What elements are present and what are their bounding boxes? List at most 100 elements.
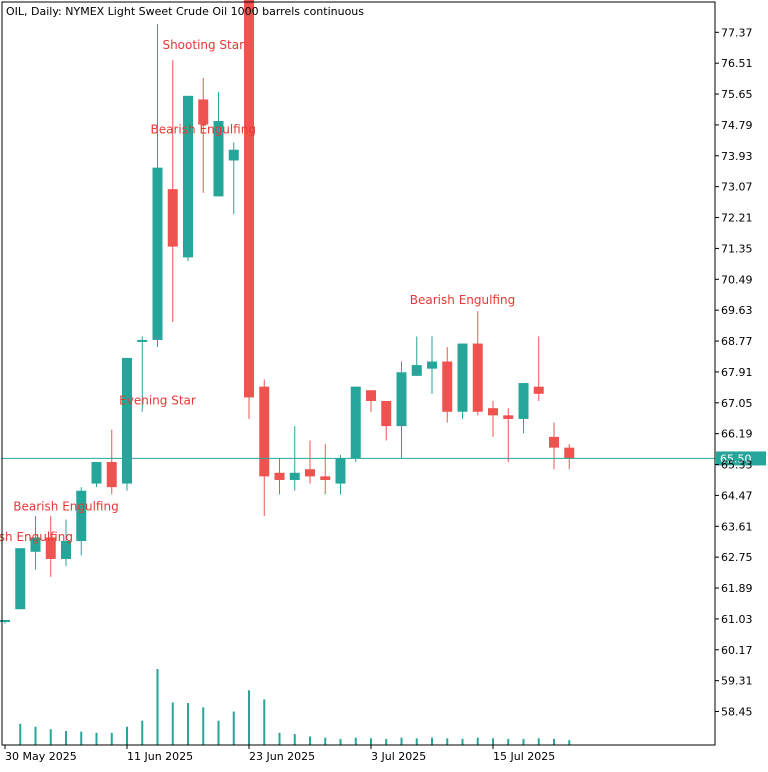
candle-body [411,365,422,376]
y-tick-label: 68.77 [721,335,753,348]
candle-body [472,343,483,412]
candle-body [427,361,437,369]
y-tick-label: 63.61 [721,520,753,533]
candle-body [442,361,453,412]
candle-body [91,462,102,484]
pattern-label: Bearish Engulfing [13,499,118,513]
candles [0,0,575,624]
y-tick-label: 69.63 [721,304,753,317]
candle-body [274,472,285,480]
candle-body [183,95,193,258]
candle [30,515,41,570]
candle-body [15,548,26,610]
candle [213,92,224,197]
candle-body [564,447,575,459]
candle-body [381,400,392,427]
y-tick-label: 59.31 [721,675,753,688]
y-tick-label: 70.49 [721,273,753,286]
x-tick-label: 30 May 2025 [5,750,77,763]
y-tick-label: 73.07 [721,181,753,194]
candle [122,357,132,491]
y-tick-label: 67.91 [721,366,753,379]
candle-body [167,189,178,247]
candle-body [350,386,361,459]
candle-body [137,339,148,342]
candle [137,336,148,412]
candle [91,462,102,488]
candle [457,343,468,419]
candle-body [366,390,376,401]
candle [183,95,193,261]
last-price-line-group: 65.50 [2,451,766,466]
y-tick-label: 60.17 [721,644,753,657]
pattern-label: Bearish Engulfing [151,123,256,137]
candle-body [122,357,132,484]
candle-body [320,476,331,480]
candle [320,444,331,495]
candle-body [244,0,254,398]
y-tick-label: 74.79 [721,119,753,132]
candle-body [152,167,163,340]
y-tick-label: 62.75 [721,551,753,564]
y-tick-label: 67.05 [721,397,753,410]
candle [533,336,544,401]
candle-body [533,386,544,394]
chart-title: OIL, Daily: NYMEX Light Sweet Crude Oil … [6,5,364,18]
candle-body [488,408,498,416]
x-tick-label: 11 Jun 2025 [127,750,193,763]
candle [518,383,529,434]
last-price-badge [716,451,766,466]
candle [198,77,209,193]
x-tick-label: 3 Jul 2025 [371,750,426,763]
candle [152,24,163,348]
candle-body [0,619,10,622]
candle [396,361,407,459]
candle-body [305,469,315,477]
candle [411,336,422,376]
candle [61,519,71,567]
y-tick-label: 71.35 [721,242,753,255]
candle-body [259,386,270,477]
candle-body [228,149,239,161]
candle-body [30,537,41,552]
candle [259,379,270,516]
candle [274,458,285,495]
candle [167,59,178,323]
candle-body [518,383,529,419]
y-tick-label: 73.93 [721,150,753,163]
candle-body [76,490,87,542]
y-tick-label: 72.21 [721,212,753,225]
candle [472,311,483,416]
candle [366,390,376,412]
candle [442,347,453,423]
candle [549,422,559,470]
chart-frame [1,1,716,746]
candle-body [45,537,56,559]
pattern-label: Evening Star [119,394,196,408]
candle-body [396,372,407,427]
candle-body [106,462,117,488]
candle-body [213,120,224,197]
candle [15,548,26,610]
candle [106,429,117,495]
price-axis: 77.37 76.51 75.65 74.79 73.93 73.07 72.21 71.35… [715,26,753,719]
pattern-label: Bearish Engulfing [0,530,73,544]
y-tick-label: 61.03 [721,613,753,626]
candle [488,400,498,437]
candle-body [198,99,209,125]
candle [350,386,361,463]
y-tick-label: 77.37 [721,26,753,39]
candle-body [457,343,468,412]
candle-body [61,541,71,559]
candle [244,0,254,419]
y-tick-label: 58.45 [721,706,753,719]
y-tick-label: 64.47 [721,489,753,502]
plot-border [1,1,716,746]
time-axis: 30 May 2025 11 Jun 2025 23 Jun 2025 3 Jul 2… [4,745,555,763]
y-tick-label: 75.65 [721,88,753,101]
candle [381,400,392,441]
pattern-annotations: Shooting Star Bearish Engulfing Evening St… [0,38,515,544]
candle [503,408,514,463]
